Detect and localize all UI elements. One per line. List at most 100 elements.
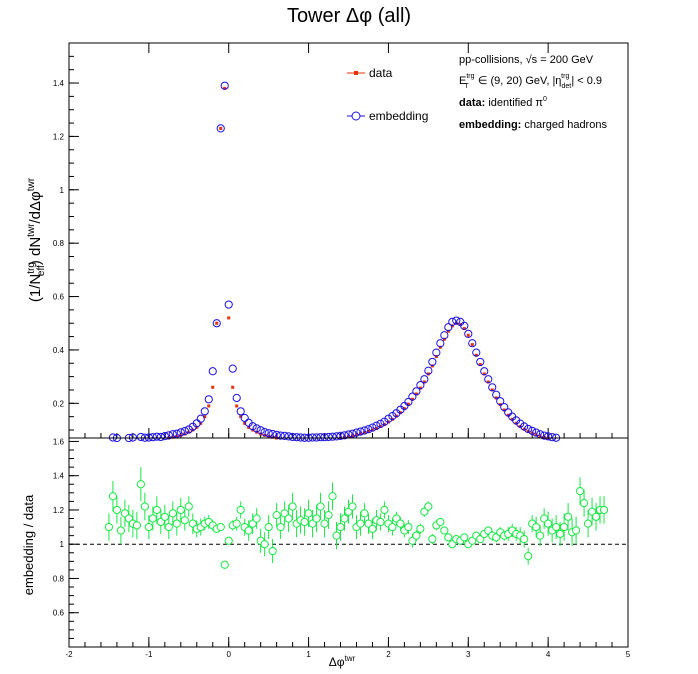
ratio-point (560, 522, 569, 532)
ratio-point (328, 492, 337, 501)
info-line-2: Etrg T ∈ (9, 20) GeV, |ηdettrg | < 0.9 (459, 73, 602, 90)
data-point (343, 435, 347, 439)
embedding-point (336, 431, 345, 440)
top-y-axis-title: (1/Ntrgeff) dNtwr/dΔφtwr (26, 177, 47, 302)
ratio-point (180, 516, 189, 525)
embedding-point (292, 433, 301, 442)
ratio-point (579, 498, 589, 508)
bottom-y-tick-label: 1 (60, 540, 65, 549)
data-point (203, 415, 207, 419)
data-point (418, 386, 422, 390)
ratio-point (348, 502, 357, 511)
ratio-point (436, 517, 445, 527)
embedding-point (472, 348, 481, 357)
ratio-point (320, 519, 329, 528)
data-point (506, 413, 510, 417)
data-point (422, 380, 426, 384)
embedding-point (540, 431, 549, 440)
ratio-point (252, 514, 261, 523)
top-y-tick-label: 1.4 (53, 79, 65, 88)
info-line-1: pp-collisions, √s = 200 GeV (459, 54, 594, 66)
embedding-point (476, 357, 485, 367)
embedding-point (220, 81, 229, 90)
bottom-y-tick-label: 0.8 (53, 574, 65, 583)
embedding-point (532, 428, 541, 437)
embedding-point (128, 433, 137, 442)
data-point (410, 397, 414, 401)
embedding-point (464, 329, 473, 339)
info-block: pp-collisions, √s = 200 GeV Etrg T ∈ (9, … (459, 54, 607, 131)
top-y-tick-label: 0.2 (53, 399, 65, 408)
embedding-point (160, 432, 169, 441)
embedding-point (176, 428, 185, 437)
embedding-point (208, 367, 217, 376)
ratio-point (268, 546, 277, 556)
info-line-2-sub2: det (561, 83, 571, 90)
ratio-point (424, 502, 433, 511)
ratio-point (583, 519, 593, 528)
embedding-point (468, 339, 477, 348)
bottom-y-axis-title: embedding / data (21, 494, 36, 595)
ratio-point (532, 522, 541, 532)
data-point (474, 353, 478, 357)
embedding-point (328, 432, 337, 441)
embedding-point (284, 432, 293, 441)
embedding-point (412, 387, 421, 396)
data-point (406, 402, 410, 406)
ratio-point (428, 534, 437, 544)
embedding-point (172, 429, 181, 438)
ratio-point (460, 533, 469, 542)
embedding-point (156, 432, 165, 442)
ratio-point (276, 522, 285, 532)
embedding-point (256, 426, 265, 435)
ratio-point (144, 522, 153, 532)
data-point (354, 433, 358, 437)
ratio-point (380, 505, 389, 515)
embedding-point (164, 431, 173, 440)
ratio-point (148, 514, 157, 523)
embedding-point (500, 402, 509, 412)
bottom-y-tick-label: 1.6 (53, 437, 65, 446)
ratio-point (312, 514, 321, 523)
embedding-point (108, 433, 118, 442)
data-point (510, 417, 514, 421)
ratio-point (304, 509, 313, 518)
data-point (231, 385, 235, 389)
data-point (478, 363, 482, 367)
ratio-point (168, 509, 177, 518)
data-point (227, 316, 231, 320)
bottom-x-tick-label: 1 (306, 650, 311, 659)
data-point (183, 432, 187, 436)
ratio-point (524, 552, 533, 561)
data-point (179, 433, 183, 437)
ratio-point (324, 510, 333, 520)
ratio-point (300, 517, 309, 527)
legend-embedding-label: embedding (369, 109, 428, 123)
bottom-x-tick-label: -1 (145, 650, 153, 659)
embedding-point (324, 432, 333, 442)
bottom-x-tick-label: 2 (386, 650, 391, 659)
bottom-plot-area (69, 467, 628, 569)
info-line-2-prefix: E (459, 75, 466, 87)
bottom-y-tick-label: 1.2 (53, 506, 65, 515)
legend-data-label: data (369, 66, 393, 80)
embedding-point (260, 428, 269, 437)
ratio-point (376, 517, 385, 527)
embedding-point (224, 300, 233, 309)
ratio-point (140, 502, 149, 511)
data-point (171, 435, 175, 439)
ratio-point (556, 529, 565, 539)
embedding-point (288, 432, 297, 442)
legend-data-marker (354, 71, 358, 75)
embedding-point (420, 375, 429, 384)
embedding-point (444, 323, 453, 332)
embedding-point (528, 426, 537, 435)
ratio-point (112, 505, 122, 515)
ratio-point (104, 522, 114, 532)
ratio-point (316, 502, 325, 511)
embedding-point (548, 433, 557, 442)
embedding-point (428, 357, 437, 367)
embedding-point (436, 339, 445, 348)
top-y-tick-label: 0.4 (53, 346, 65, 355)
data-point (466, 333, 470, 337)
